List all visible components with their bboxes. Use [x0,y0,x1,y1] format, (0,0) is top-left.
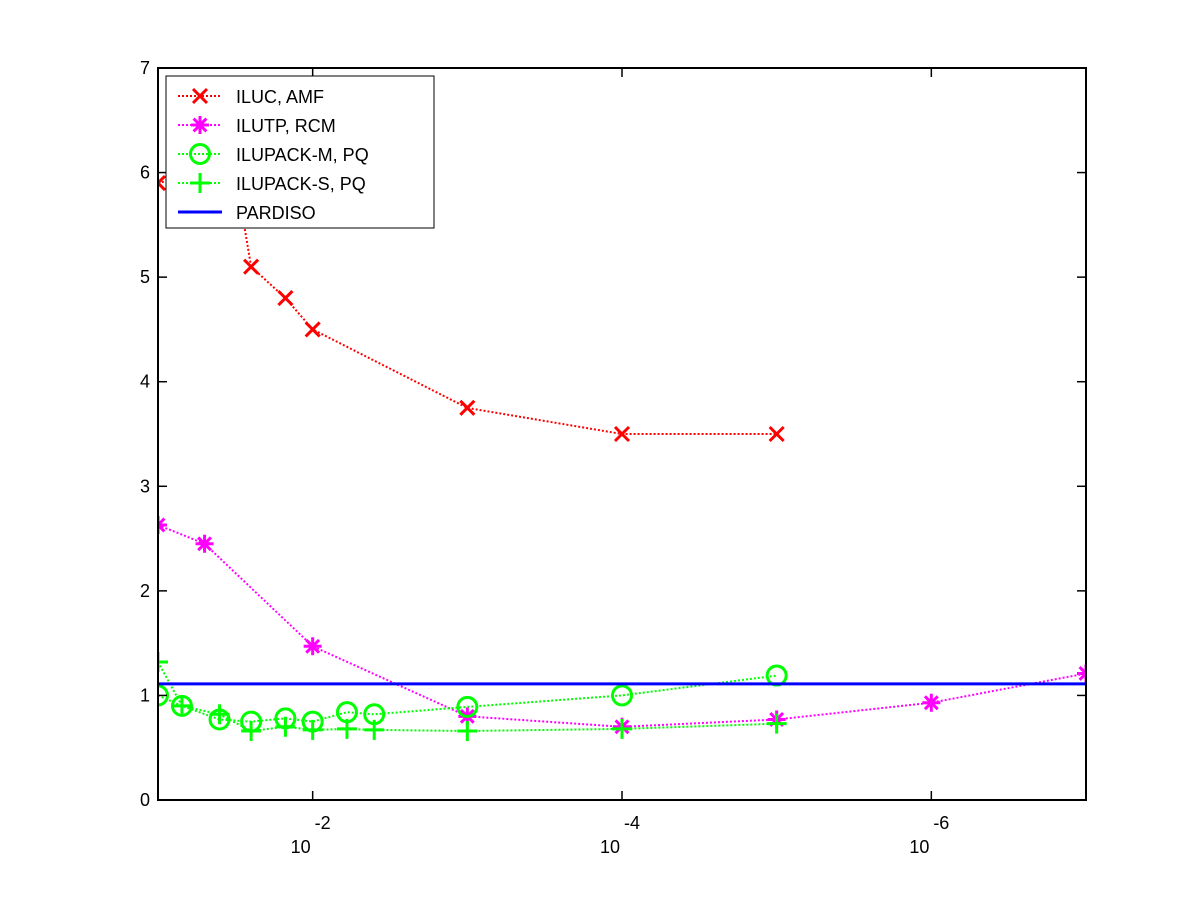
data-point-ilupack-s-pq [209,704,230,725]
legend-label: ILUPACK-M, PQ [236,145,369,165]
legend-label: ILUTP, RCM [236,116,336,136]
legend-marker [191,116,209,134]
x-tick-label-exponent: -4 [624,813,640,833]
legend-label: PARDISO [236,203,316,223]
x-tick-label-exponent: -2 [315,813,331,833]
data-point-ilupack-m-pq [611,684,633,707]
data-point-iluc-amf [158,174,167,192]
data-point-ilupack-s-pq [241,720,262,741]
legend-item-iluc-amf: ILUC, AMF [178,87,324,107]
data-point-ilupack-s-pq [612,718,632,739]
y-tick-label: 6 [140,163,150,183]
data-point-ilupack-m-pq [456,695,479,718]
x-tick-label-base: 10 [291,837,311,857]
data-point-ilupack-s-pq [766,713,787,734]
x-tick-label-base: 10 [600,837,620,857]
y-tick-label: 1 [140,685,150,705]
legend-item-ilupack-s-pq: ILUPACK-S, PQ [178,173,366,194]
series-line-ilupack-s-pq [158,661,777,733]
data-point-iluc-amf [768,425,785,443]
legend-item-ilupack-m-pq: ILUPACK-M, PQ [178,143,369,165]
data-point-iluc-amf [277,289,294,307]
data-point-ilupack-m-pq [158,684,169,707]
series-ilupack-s-pq [158,651,787,741]
data-point-ilupack-s-pq [275,716,296,737]
y-tick-label: 7 [140,58,150,78]
data-point-iluc-amf [304,321,321,338]
data-point-ilupack-s-pq [457,720,478,741]
x-tick-label-base: 10 [909,837,929,857]
y-tick-label: 5 [140,267,150,287]
legend-item-ilutp-rcm: ILUTP, RCM [178,116,336,136]
series-line-ilupack-m-pq [158,674,777,723]
data-point-ilupack-s-pq [171,695,192,716]
y-tick-label: 0 [140,790,150,810]
y-tick-label: 2 [140,581,150,601]
data-point-ilupack-s-pq [336,718,357,739]
data-point-ilutp-rcm [195,534,214,553]
data-point-iluc-amf [243,258,260,275]
data-point-ilupack-s-pq [302,719,323,740]
data-point-ilutp-rcm [922,693,941,712]
x-tick-label-exponent: -6 [933,813,949,833]
legend: ILUC, AMF ILUTP, RCM ILUPACK-M, PQ ILUPACK-… [165,75,435,229]
data-point-ilutp-rcm [303,637,322,656]
y-tick-label: 3 [140,476,150,496]
data-point-iluc-amf [613,425,631,443]
legend-marker [189,143,211,165]
legend-label: ILUPACK-S, PQ [236,174,366,194]
data-point-iluc-amf [459,399,476,416]
legend-item-pardiso: PARDISO [178,203,316,223]
y-tick-label: 4 [140,372,150,392]
data-point-ilupack-s-pq [364,719,385,740]
legend-marker [190,173,210,193]
legend-label: ILUC, AMF [236,87,324,107]
series-line-ilutp-rcm [158,524,1086,728]
data-point-ilupack-s-pq [158,651,168,672]
legend-marker [191,87,209,105]
